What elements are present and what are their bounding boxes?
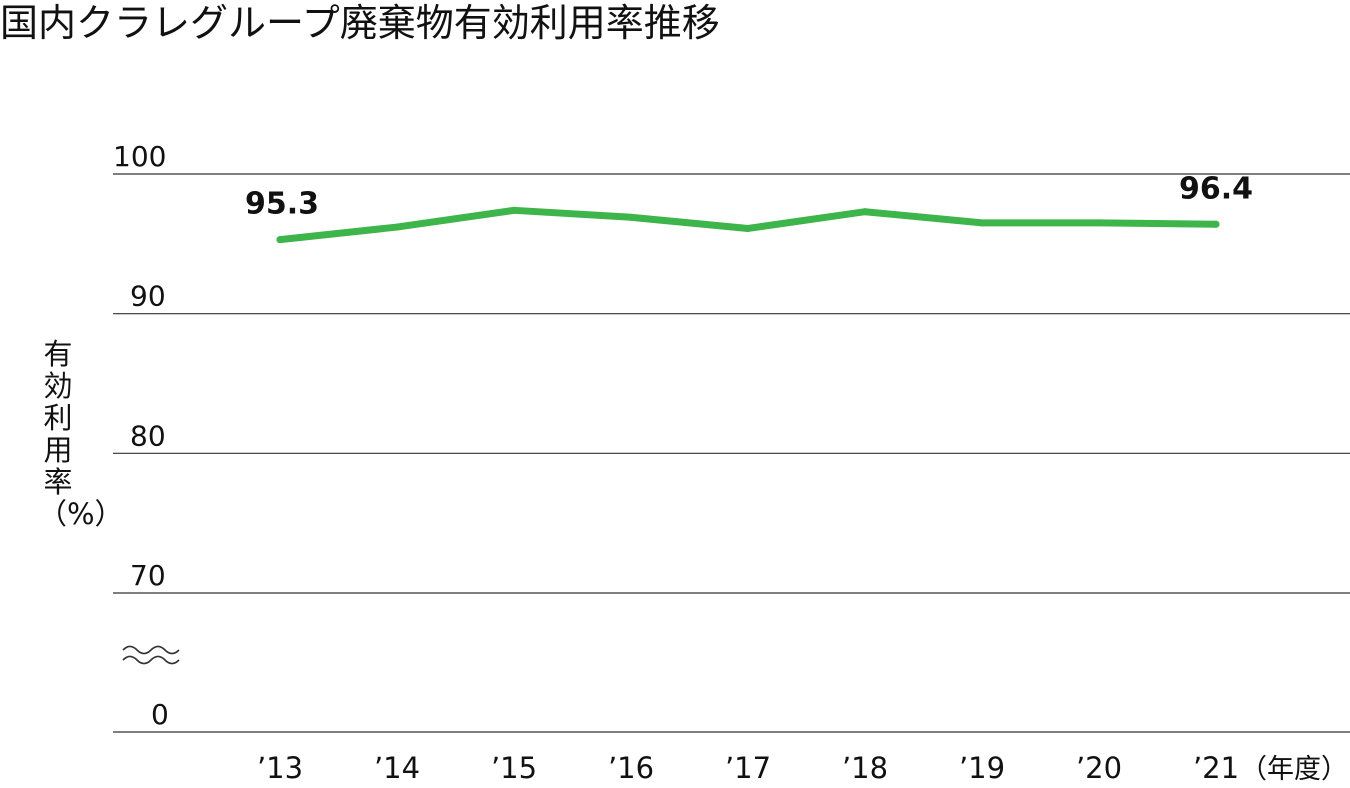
axis-break-wave-upper <box>122 645 180 655</box>
data-point <box>276 236 284 244</box>
chart-title: 国内クラレグループ廃棄物有効利用率推移 <box>0 1 720 45</box>
x-tick-label: ’21 <box>1193 751 1239 785</box>
x-tick-label: ’15 <box>491 751 537 785</box>
x-tick-label: ’16 <box>608 751 654 785</box>
x-tick-label: ’17 <box>725 751 771 785</box>
x-unit-label: （年度） <box>1240 754 1348 785</box>
data-label: 96.4 <box>1179 171 1253 206</box>
data-point <box>393 223 401 231</box>
axis-break-wave-lower <box>122 655 180 665</box>
data-point <box>861 208 869 216</box>
data-point <box>627 213 635 221</box>
y-tick-label-70: 70 <box>130 559 166 592</box>
data-point <box>744 224 752 232</box>
x-tick-label: ’13 <box>257 751 303 785</box>
y-tick-label-0: 0 <box>151 698 169 731</box>
y-axis-label: 有効利用率（%） <box>38 337 124 531</box>
data-point <box>1095 219 1103 227</box>
y-tick-label-100: 100 <box>113 140 166 173</box>
x-tick-label: ’19 <box>959 751 1005 785</box>
x-tick-label: ’18 <box>842 751 888 785</box>
data-label: 95.3 <box>245 187 319 222</box>
x-tick-label: ’14 <box>374 751 420 785</box>
data-point <box>978 219 986 227</box>
data-point <box>510 206 518 214</box>
y-tick-label-90: 90 <box>130 280 166 313</box>
y-tick-label-80: 80 <box>130 419 166 452</box>
x-tick-label: ’20 <box>1076 751 1122 785</box>
data-point <box>1212 220 1220 228</box>
